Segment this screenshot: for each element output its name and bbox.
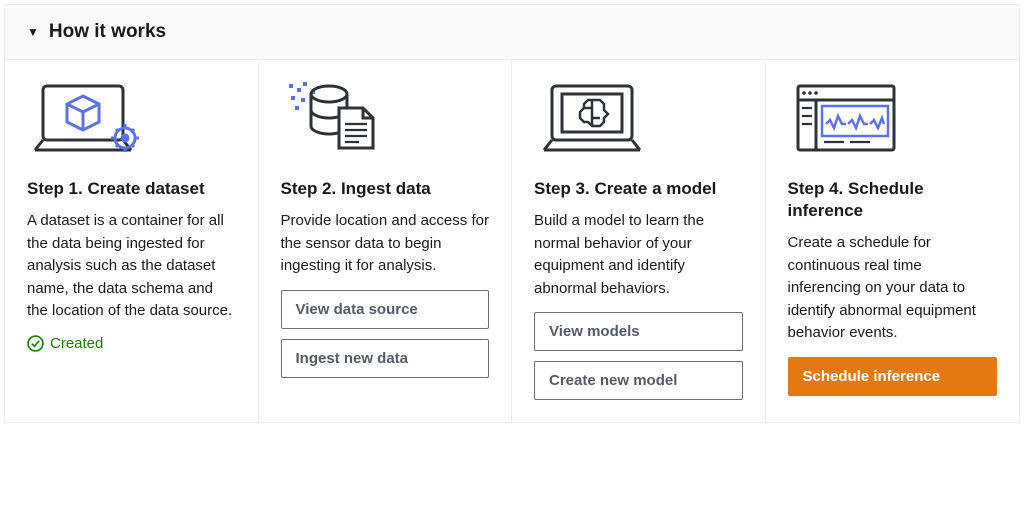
laptop-brain-icon	[534, 78, 743, 170]
step-buttons: Schedule inference	[788, 357, 998, 396]
laptop-cube-gear-icon	[27, 78, 236, 170]
step-title: Step 3. Create a model	[534, 178, 743, 200]
step-title: Step 2. Ingest data	[281, 178, 490, 200]
step-buttons: View models Create new model	[534, 312, 743, 400]
step-description: Provide location and access for the sens…	[281, 210, 490, 278]
view-data-source-button[interactable]: View data source	[281, 290, 490, 329]
step-1: Step 1. Create dataset A dataset is a co…	[5, 60, 259, 422]
step-description: A dataset is a container for all the dat…	[27, 210, 236, 323]
check-circle-icon	[27, 335, 44, 352]
ingest-new-data-button[interactable]: Ingest new data	[281, 339, 490, 378]
panel-header[interactable]: ▼ How it works	[5, 5, 1019, 60]
step-title: Step 4. Schedule inference	[788, 178, 998, 222]
dashboard-monitor-icon	[788, 78, 998, 170]
schedule-inference-button[interactable]: Schedule inference	[788, 357, 998, 396]
step-buttons: View data source Ingest new data	[281, 290, 490, 378]
status-label: Created	[50, 335, 103, 352]
step-4: Step 4. Schedule inference Create a sche…	[766, 60, 1020, 422]
step-description: Build a model to learn the normal behavi…	[534, 210, 743, 300]
step-description: Create a schedule for continuous real ti…	[788, 232, 998, 345]
steps-container: Step 1. Create dataset A dataset is a co…	[5, 60, 1019, 422]
panel-title: How it works	[49, 21, 166, 43]
step-title: Step 1. Create dataset	[27, 178, 236, 200]
step-2: Step 2. Ingest data Provide location and…	[259, 60, 513, 422]
database-document-icon	[281, 78, 490, 170]
status-badge: Created	[27, 335, 103, 352]
view-models-button[interactable]: View models	[534, 312, 743, 351]
create-new-model-button[interactable]: Create new model	[534, 361, 743, 400]
how-it-works-panel: ▼ How it works	[4, 4, 1020, 423]
step-3: Step 3. Create a model Build a model to …	[512, 60, 766, 422]
caret-down-icon: ▼	[27, 25, 39, 39]
